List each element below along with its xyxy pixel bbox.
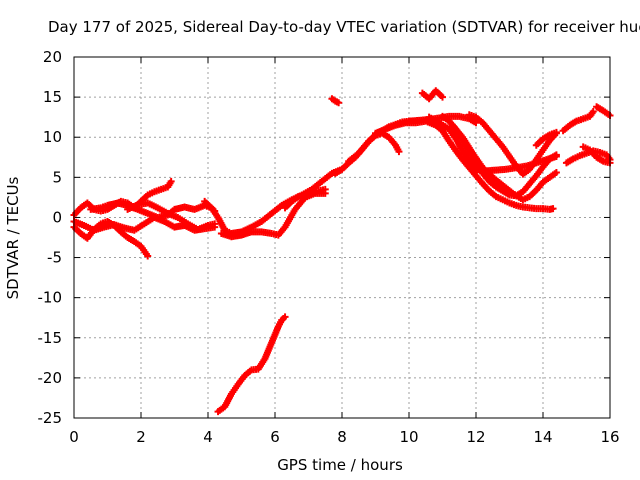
data-point <box>321 185 329 193</box>
series-track-19 <box>559 108 597 135</box>
x-tick-label: 4 <box>203 428 213 446</box>
data-point <box>589 108 597 116</box>
series-track-18 <box>328 95 343 107</box>
data-point <box>211 220 219 228</box>
x-tick-label: 8 <box>337 428 347 446</box>
y-tick-label: 10 <box>43 128 62 146</box>
y-tick-label: -20 <box>38 369 63 387</box>
y-tick-label: -25 <box>38 409 63 427</box>
data-points <box>70 87 614 416</box>
series-track-14 <box>449 121 560 204</box>
y-tick-label: 15 <box>43 88 62 106</box>
series-track-10 <box>345 129 403 165</box>
series-track-17 <box>418 87 446 103</box>
series-track-6 <box>201 165 346 237</box>
series-track-23 <box>281 185 329 212</box>
y-tick-label: 0 <box>52 208 62 226</box>
grid <box>74 57 610 418</box>
y-tick-labels: -25 -20 -15 -10 -5 0 5 10 15 20 <box>38 48 63 427</box>
data-point <box>281 313 289 321</box>
chart-title: Day 177 of 2025, Sidereal Day-to-day VTE… <box>48 18 640 36</box>
x-tick-label: 2 <box>136 428 146 446</box>
series-track-5 <box>124 199 219 233</box>
series-track-16 <box>532 128 560 149</box>
data-point <box>552 169 560 177</box>
data-point <box>335 99 343 107</box>
x-tick-label: 10 <box>399 428 418 446</box>
data-point <box>549 205 557 213</box>
y-tick-label: 5 <box>52 168 62 186</box>
x-axis-label: GPS time / hours <box>277 456 403 474</box>
x-tick-labels: 0 2 4 6 8 10 12 14 16 <box>69 428 619 446</box>
x-tick-label: 0 <box>69 428 79 446</box>
data-point <box>552 151 560 159</box>
y-axis-label: SDTVAR / TECUs <box>4 176 22 299</box>
series-track-15 <box>465 111 560 178</box>
x-tick-label: 14 <box>533 428 552 446</box>
data-point <box>552 128 560 136</box>
x-tick-label: 12 <box>466 428 485 446</box>
x-tick-label: 6 <box>270 428 280 446</box>
data-point <box>167 177 175 185</box>
y-tick-label: 20 <box>43 48 62 66</box>
data-point <box>439 93 446 101</box>
y-tick-label: -5 <box>47 249 62 267</box>
data-point <box>395 148 403 156</box>
plot-frame <box>73 56 611 419</box>
y-tick-label: -10 <box>38 289 63 307</box>
series-track-8 <box>214 313 289 416</box>
y-tick-label: -15 <box>38 329 63 347</box>
data-point <box>144 252 152 260</box>
series-track-11 <box>372 117 557 213</box>
x-tick-label: 16 <box>600 428 619 446</box>
